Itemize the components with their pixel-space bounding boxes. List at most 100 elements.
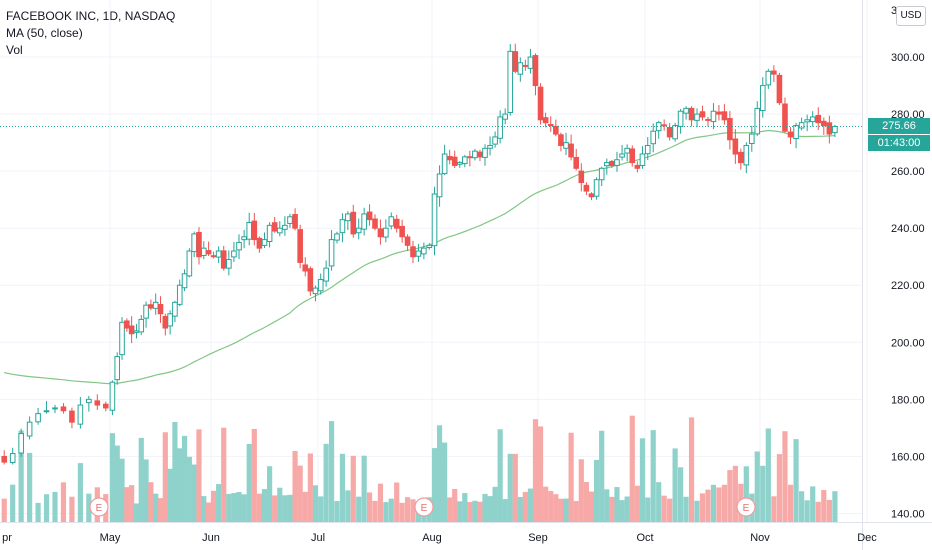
- candle-body: [399, 225, 405, 238]
- x-tick-label: Sep: [528, 532, 548, 544]
- candle-body: [231, 250, 237, 258]
- candle-body: [759, 85, 766, 111]
- earnings-marker-circle: [736, 497, 756, 517]
- volume-label[interactable]: Vol: [6, 43, 23, 57]
- earnings-marker-label: E: [743, 503, 750, 514]
- candle-body: [124, 320, 130, 329]
- candle-body: [181, 273, 188, 289]
- volume-bar: [760, 465, 766, 522]
- volume-bar: [307, 453, 313, 522]
- volume-bar: [167, 468, 173, 522]
- candle-body: [804, 119, 810, 123]
- volume-bar: [133, 503, 140, 522]
- volume-bar: [119, 458, 125, 522]
- volume-bar: [716, 487, 722, 522]
- volume-bar: [366, 492, 373, 522]
- volume-bar: [328, 421, 335, 522]
- y-tick-label: 160.00: [891, 451, 925, 463]
- volume-bar: [624, 496, 630, 522]
- candle-body: [176, 284, 183, 305]
- candle-body: [339, 219, 346, 234]
- volume-bar: [512, 453, 518, 522]
- candle-body: [609, 160, 615, 166]
- candle-body: [629, 148, 636, 164]
- candle-body: [328, 239, 335, 267]
- volume-bar: [148, 482, 154, 522]
- volume-bar: [334, 501, 340, 522]
- candlestick-series: [1, 43, 838, 465]
- candle-body: [793, 125, 799, 140]
- symbol-label: FACEBOOK INC, 1D, NASDAQ: [6, 9, 176, 23]
- volume-bar: [256, 493, 263, 522]
- candle-body: [43, 410, 50, 413]
- x-tick-label: Jul: [311, 532, 325, 544]
- candle-body: [266, 224, 273, 242]
- volume-bar: [399, 502, 405, 522]
- candle-body: [598, 167, 605, 181]
- candle-body: [614, 159, 620, 166]
- moving-average-layer: [4, 129, 835, 385]
- candle-body: [431, 193, 438, 247]
- y-tick-label: 280.00: [891, 109, 925, 121]
- candle-body: [666, 127, 673, 138]
- candle-body: [148, 304, 154, 309]
- candle-body: [355, 227, 362, 234]
- volume-bar: [162, 432, 168, 522]
- candle-body: [522, 64, 529, 67]
- volume-bar: [69, 496, 75, 522]
- volume-bar: [548, 491, 554, 522]
- candle-body: [372, 218, 378, 229]
- candle-body: [776, 74, 783, 104]
- candle-body: [26, 421, 33, 437]
- volume-bar: [383, 502, 389, 522]
- candle-body: [583, 184, 590, 192]
- volume-bar: [431, 448, 438, 522]
- candle-body: [241, 236, 247, 241]
- volume-bar: [732, 465, 738, 522]
- volume-bar: [699, 493, 706, 522]
- volume-bar: [410, 499, 416, 522]
- volume-bar: [10, 484, 16, 522]
- x-tick-label: Aug: [422, 532, 442, 544]
- candle-body: [186, 250, 193, 277]
- ma-indicator-label[interactable]: MA (50, close): [6, 26, 83, 40]
- candle-body: [634, 164, 641, 169]
- volume-bar: [645, 497, 651, 522]
- earnings-marker-circle: [89, 497, 109, 517]
- candle-body: [60, 406, 67, 412]
- candle-body: [588, 193, 595, 198]
- volume-bar: [350, 455, 356, 522]
- candle-body: [451, 156, 458, 166]
- currency-button[interactable]: USD: [896, 6, 926, 26]
- earnings-marker: E: [736, 497, 756, 517]
- candle-body: [492, 136, 498, 145]
- candle-body: [215, 250, 222, 258]
- volume-bar: [482, 493, 488, 522]
- volume-bar: [318, 496, 324, 522]
- volume-bar: [186, 456, 192, 522]
- volume-bar: [361, 455, 367, 522]
- volume-bar: [776, 454, 783, 522]
- candle-body: [133, 330, 140, 333]
- x-tick-label: Oct: [636, 532, 653, 544]
- volume-bar: [826, 499, 832, 522]
- candle-body: [138, 318, 145, 333]
- candle-body: [446, 156, 453, 161]
- candle-body: [436, 173, 443, 198]
- volume-bar: [517, 496, 523, 522]
- candle-body: [276, 227, 283, 234]
- candle-body: [52, 407, 58, 410]
- candle-body: [727, 118, 733, 141]
- candle-body: [738, 151, 744, 164]
- volume-bar: [694, 500, 700, 522]
- candle-body: [69, 410, 75, 423]
- volume-bar: [236, 492, 242, 522]
- candle-body: [809, 116, 816, 123]
- candle-body: [815, 114, 822, 124]
- candle-body: [317, 279, 324, 292]
- volume-bar: [782, 431, 788, 522]
- x-tick-label: pr: [2, 532, 12, 544]
